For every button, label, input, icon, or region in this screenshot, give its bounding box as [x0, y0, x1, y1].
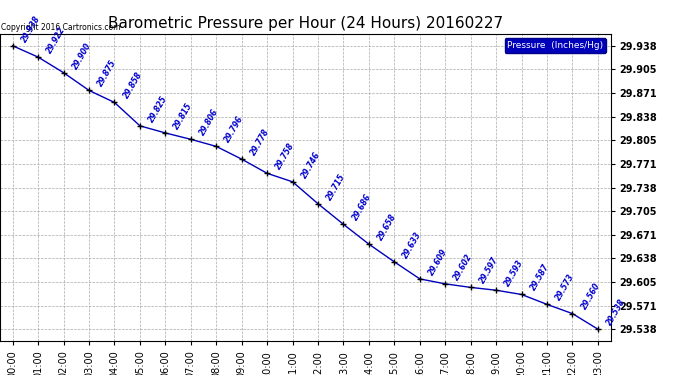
Text: 29.686: 29.686 — [351, 192, 373, 222]
Text: 29.806: 29.806 — [198, 107, 220, 137]
Text: 29.900: 29.900 — [70, 41, 93, 70]
Text: 29.602: 29.602 — [452, 252, 475, 282]
Text: 29.875: 29.875 — [96, 58, 119, 88]
Text: 29.815: 29.815 — [172, 101, 195, 131]
Text: 29.746: 29.746 — [299, 150, 322, 180]
Text: 29.715: 29.715 — [325, 172, 347, 202]
Text: 29.609: 29.609 — [427, 247, 449, 277]
Text: 29.778: 29.778 — [248, 127, 271, 157]
Text: 29.597: 29.597 — [477, 255, 500, 285]
Text: 29.922: 29.922 — [45, 25, 68, 55]
Text: 29.538: 29.538 — [605, 297, 627, 327]
Text: 29.938: 29.938 — [20, 14, 42, 44]
Legend: Pressure  (Inches/Hg): Pressure (Inches/Hg) — [504, 38, 606, 53]
Text: 29.587: 29.587 — [529, 262, 551, 292]
Text: 29.560: 29.560 — [580, 282, 602, 312]
Text: 29.573: 29.573 — [554, 273, 576, 302]
Text: 29.858: 29.858 — [121, 70, 144, 100]
Title: Barometric Pressure per Hour (24 Hours) 20160227: Barometric Pressure per Hour (24 Hours) … — [108, 16, 503, 31]
Text: 29.633: 29.633 — [402, 230, 424, 260]
Text: 29.658: 29.658 — [376, 212, 398, 242]
Text: Copyright 2016 Cartronics.com: Copyright 2016 Cartronics.com — [1, 23, 120, 32]
Text: 29.758: 29.758 — [274, 141, 297, 171]
Text: 29.593: 29.593 — [503, 258, 526, 288]
Text: 29.825: 29.825 — [147, 94, 169, 124]
Text: 29.796: 29.796 — [224, 114, 246, 144]
